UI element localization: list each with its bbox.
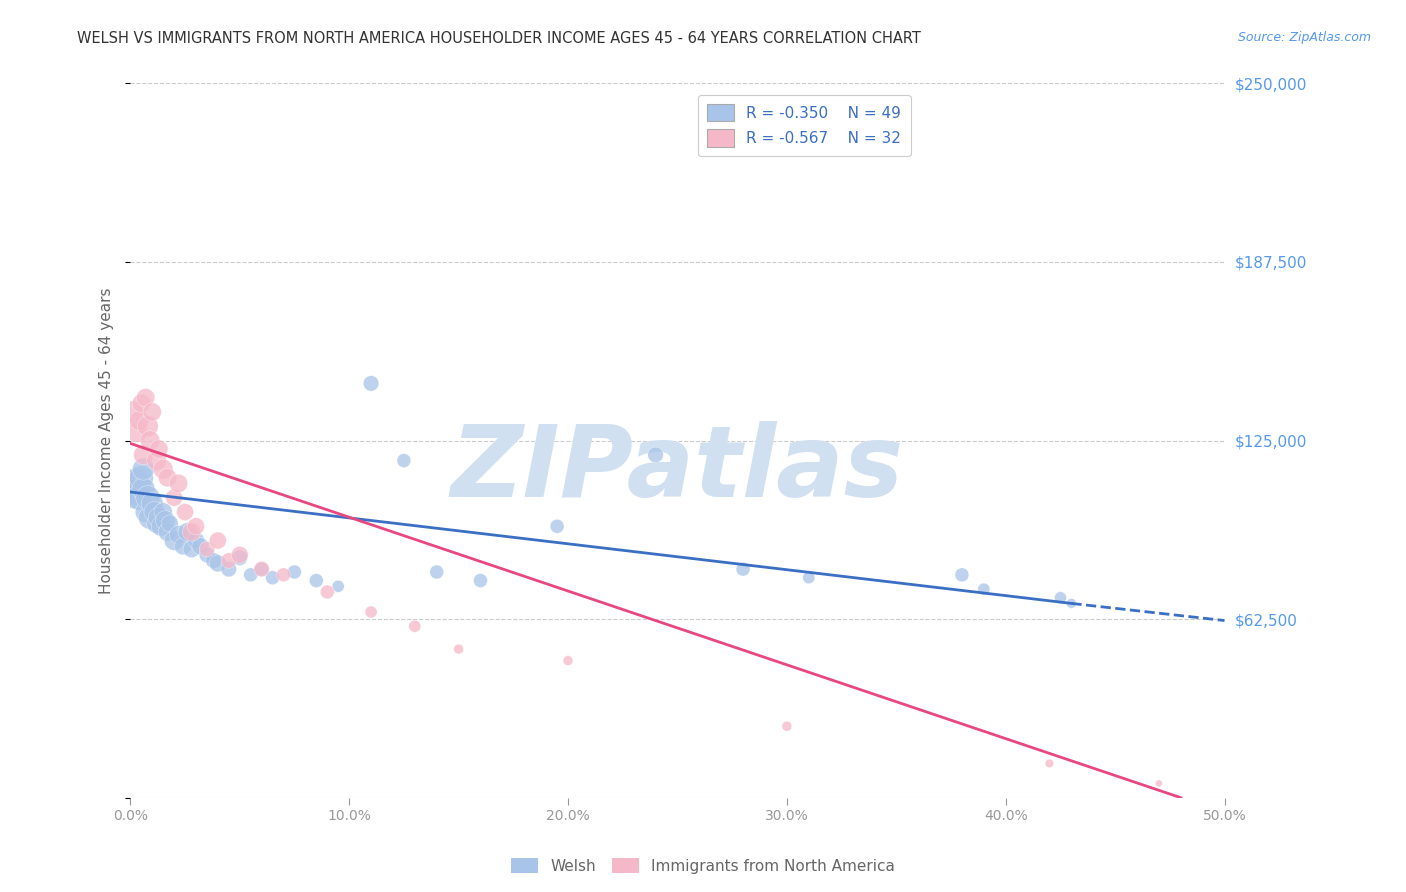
Point	[239, 567, 262, 582]
Point	[950, 567, 973, 582]
Point	[360, 376, 382, 391]
Point	[152, 505, 174, 519]
Point	[392, 453, 415, 467]
Point	[167, 476, 190, 491]
Point	[135, 391, 157, 405]
Point	[470, 574, 492, 588]
Text: ZIPatlas: ZIPatlas	[451, 421, 904, 517]
Point	[125, 425, 148, 439]
Point	[125, 485, 148, 500]
Point	[132, 482, 155, 496]
Point	[163, 533, 186, 548]
Point	[797, 571, 820, 585]
Point	[172, 539, 194, 553]
Point	[152, 462, 174, 476]
Point	[195, 548, 218, 562]
Point	[733, 562, 755, 576]
Point	[1147, 776, 1170, 790]
Point	[229, 550, 252, 565]
Point	[360, 605, 382, 619]
Point	[159, 516, 181, 531]
Point	[426, 565, 449, 579]
Point	[202, 553, 225, 567]
Point	[156, 524, 179, 539]
Point	[121, 482, 143, 496]
Point	[250, 562, 273, 576]
Point	[1049, 591, 1071, 605]
Point	[121, 405, 143, 419]
Point	[176, 524, 198, 539]
Text: Source: ZipAtlas.com: Source: ZipAtlas.com	[1237, 31, 1371, 45]
Point	[132, 462, 155, 476]
Y-axis label: Householder Income Ages 45 - 64 years: Householder Income Ages 45 - 64 years	[100, 287, 114, 594]
Point	[218, 553, 240, 567]
Point	[139, 510, 162, 524]
Point	[546, 519, 568, 533]
Point	[218, 562, 240, 576]
Point	[167, 528, 190, 542]
Point	[128, 491, 150, 505]
Text: WELSH VS IMMIGRANTS FROM NORTH AMERICA HOUSEHOLDER INCOME AGES 45 - 64 YEARS COR: WELSH VS IMMIGRANTS FROM NORTH AMERICA H…	[77, 31, 921, 46]
Point	[124, 476, 146, 491]
Point	[163, 491, 186, 505]
Point	[973, 582, 995, 596]
Point	[143, 505, 166, 519]
Point	[262, 571, 284, 585]
Point	[174, 505, 197, 519]
Point	[404, 619, 426, 633]
Point	[305, 574, 328, 588]
Point	[557, 654, 579, 668]
Point	[155, 514, 177, 528]
Point	[145, 516, 167, 531]
Point	[776, 719, 799, 733]
Point	[229, 548, 252, 562]
Point	[250, 562, 273, 576]
Point	[180, 542, 202, 557]
Point	[328, 579, 350, 593]
Point	[273, 567, 295, 582]
Point	[156, 471, 179, 485]
Point	[447, 642, 470, 657]
Point	[141, 496, 163, 510]
Point	[129, 396, 152, 410]
Point	[149, 519, 172, 533]
Point	[184, 519, 207, 533]
Point	[1060, 596, 1083, 610]
Point	[148, 510, 170, 524]
Point	[129, 471, 152, 485]
Legend: Welsh, Immigrants from North America: Welsh, Immigrants from North America	[505, 852, 901, 880]
Point	[136, 491, 159, 505]
Point	[195, 542, 218, 557]
Point	[184, 533, 207, 548]
Point	[141, 405, 163, 419]
Point	[207, 557, 229, 571]
Point	[145, 453, 167, 467]
Point	[644, 448, 666, 462]
Point	[180, 524, 202, 539]
Point	[148, 442, 170, 457]
Point	[139, 434, 162, 448]
Point	[190, 539, 212, 553]
Point	[283, 565, 305, 579]
Point	[132, 448, 155, 462]
Legend: R = -0.350    N = 49, R = -0.567    N = 32: R = -0.350 N = 49, R = -0.567 N = 32	[697, 95, 911, 156]
Point	[207, 533, 229, 548]
Point	[128, 413, 150, 427]
Point	[1038, 756, 1060, 771]
Point	[136, 419, 159, 434]
Point	[135, 505, 157, 519]
Point	[316, 585, 339, 599]
